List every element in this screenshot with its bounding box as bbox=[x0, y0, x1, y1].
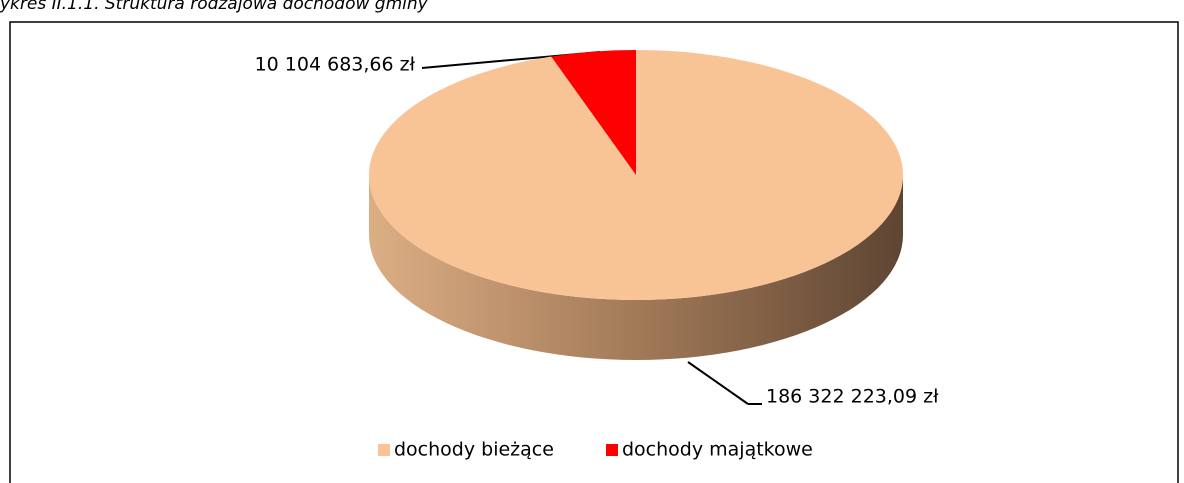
leader-line bbox=[687, 361, 749, 405]
legend-swatch bbox=[606, 444, 618, 456]
pie-slice bbox=[551, 50, 636, 175]
legend-swatch bbox=[378, 444, 390, 456]
data-label: 10 104 683,66 zł bbox=[255, 54, 416, 76]
legend-label: dochody majątkowe bbox=[622, 439, 813, 461]
data-label: 186 322 223,09 zł bbox=[766, 386, 939, 408]
pie-side bbox=[369, 175, 903, 360]
chart-title: ykres II.1.1. Struktura rodzajowa dochod… bbox=[0, 0, 429, 14]
legend-label: dochody bieżące bbox=[394, 439, 554, 461]
